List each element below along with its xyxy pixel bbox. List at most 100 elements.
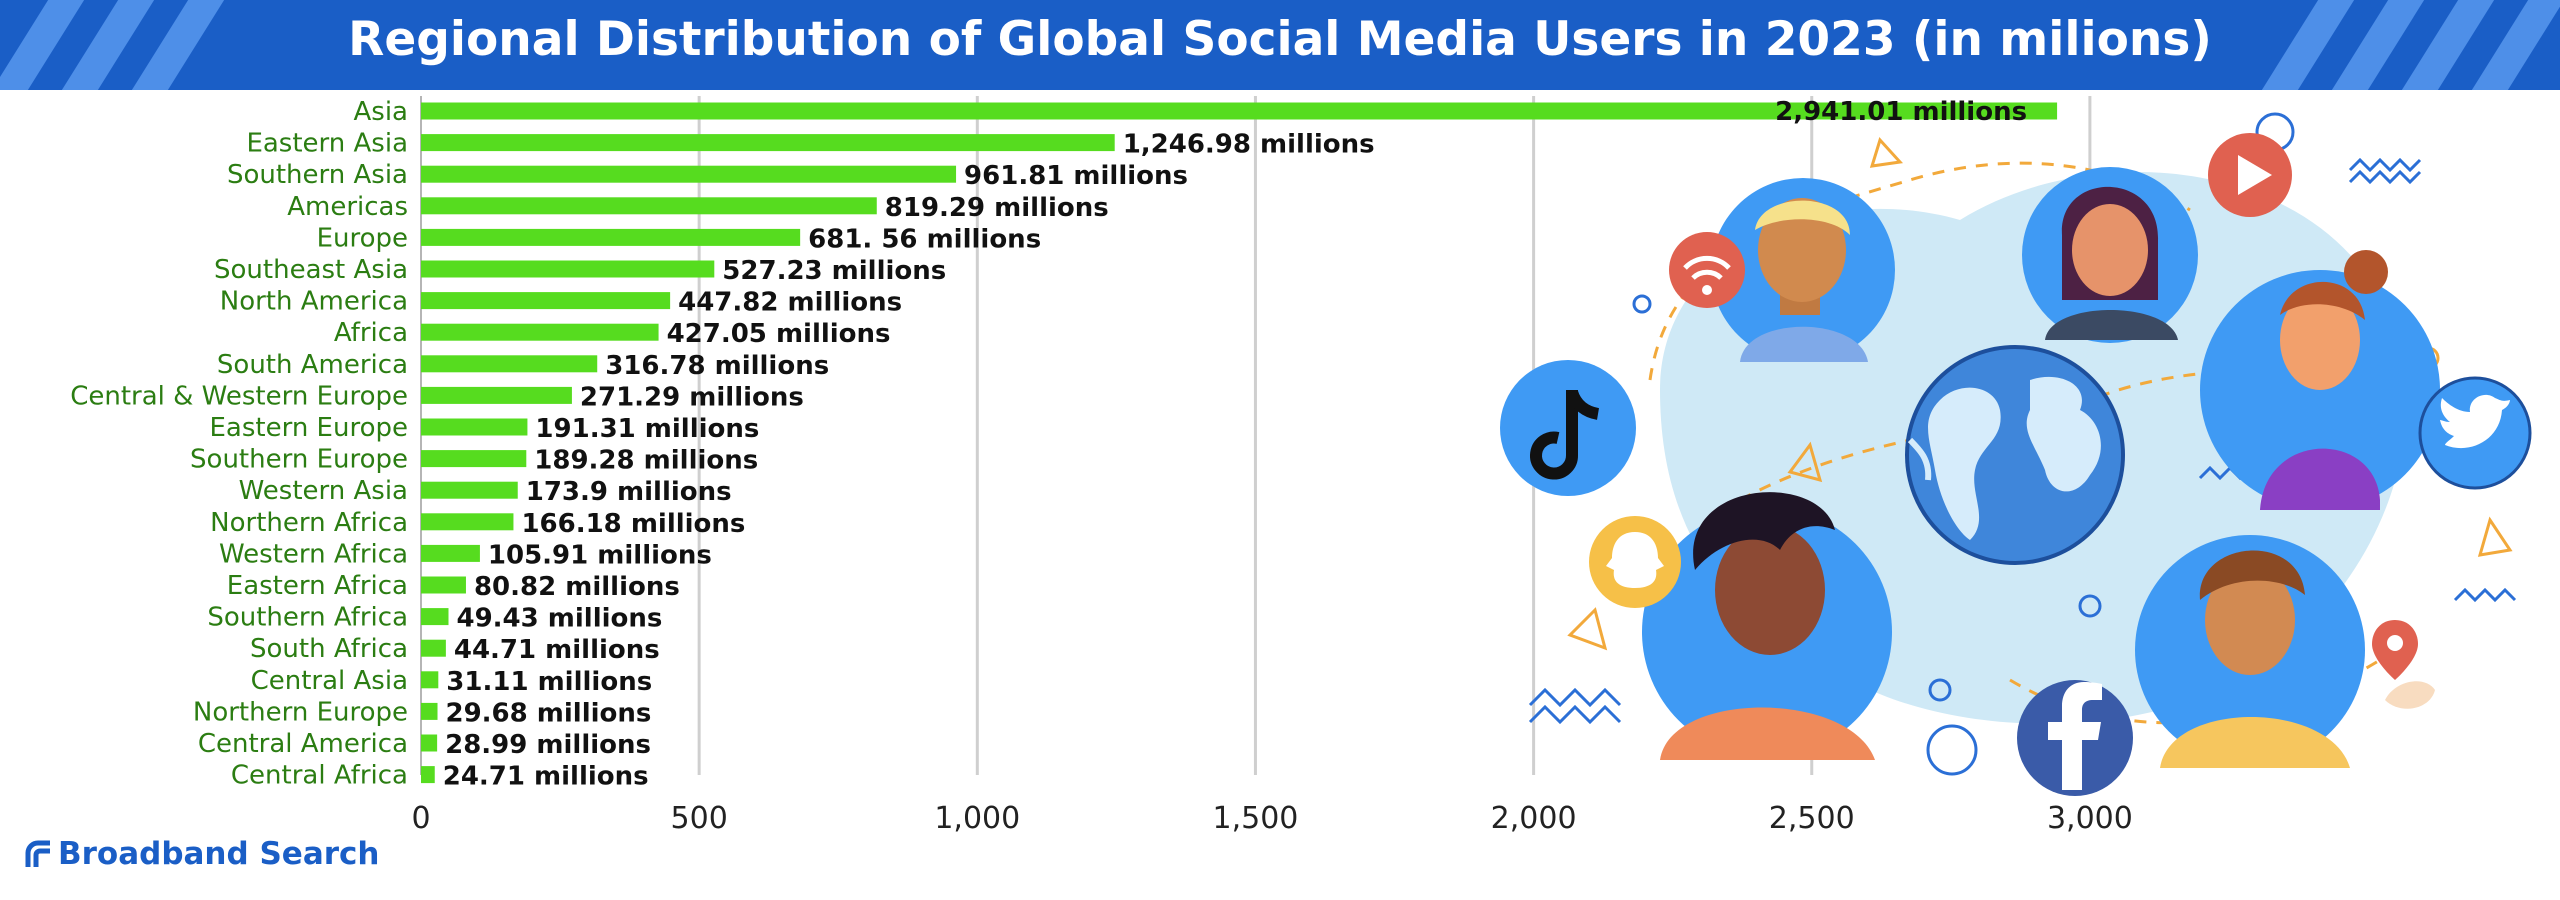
bar (421, 766, 435, 784)
bar (421, 450, 527, 468)
avatar-brown-hair-person (2135, 535, 2365, 768)
data-label: 271.29 millions (580, 382, 804, 412)
avatar-curly-hair-person (1642, 492, 1892, 760)
twitter-bird-icon (2418, 376, 2532, 490)
wifi-icon (1669, 232, 1745, 308)
x-tick-label: 1,500 (1213, 801, 1299, 836)
youtube-play-icon (2208, 133, 2292, 217)
data-label: 44.71 millions (454, 635, 660, 665)
x-tick-label: 2,500 (1769, 801, 1855, 836)
category-label: Eastern Europe (209, 413, 408, 443)
category-label: Northern Europe (193, 697, 408, 727)
header-banner: Regional Distribution of Global Social M… (0, 0, 2560, 90)
facebook-icon (2017, 680, 2133, 796)
bar (421, 102, 2058, 120)
data-label: 80.82 millions (474, 572, 680, 602)
bar (421, 608, 449, 626)
bar (421, 228, 801, 246)
chart-title: Regional Distribution of Global Social M… (348, 12, 2212, 67)
bar (421, 481, 518, 499)
data-label: 819.29 millions (885, 193, 1109, 223)
data-label: 447.82 millions (678, 288, 902, 318)
data-label: 105.91 millions (488, 540, 712, 570)
bar (421, 386, 572, 404)
category-label: Asia (354, 97, 409, 127)
bar (421, 355, 598, 373)
avatar-ponytail-person (2200, 250, 2440, 510)
data-label: 961.81 millions (964, 161, 1188, 191)
bar (421, 323, 659, 341)
category-label: Eastern Asia (246, 129, 408, 159)
category-label: South America (217, 350, 408, 380)
bar (421, 165, 957, 183)
category-label: Central America (198, 729, 408, 759)
data-label: 527.23 millions (722, 256, 946, 286)
triangle-decoration (1787, 441, 1823, 483)
x-tick-label: 3,000 (2047, 801, 2133, 836)
category-label: South Africa (250, 634, 408, 664)
x-tick-label: 1,000 (934, 801, 1020, 836)
snapchat-ghost-icon (1589, 516, 1681, 608)
zigzag-decoration (1528, 687, 1622, 708)
category-label: Americas (287, 192, 408, 222)
avatar-blond-person (1711, 178, 1895, 362)
bar (421, 513, 514, 531)
broadband-search-logo: Broadband Search (24, 832, 380, 876)
data-label: 316.78 millions (605, 351, 829, 381)
data-label: 427.05 millions (667, 319, 891, 349)
bar (421, 639, 446, 657)
data-label: 28.99 millions (445, 730, 651, 760)
category-label: Central Africa (231, 761, 408, 791)
bars (421, 102, 2058, 784)
data-label: 29.68 millions (446, 698, 652, 728)
triangle-decoration (1567, 607, 1608, 651)
circle-decoration (1926, 724, 1978, 776)
zigzag-decoration (2348, 157, 2422, 173)
bar (421, 671, 439, 689)
bar (421, 197, 877, 215)
data-label: 191.31 millions (535, 414, 759, 444)
category-label: Africa (334, 318, 408, 348)
broadband-logo-icon (25, 840, 50, 867)
category-label: Southern Africa (207, 603, 408, 633)
brand-name: Broadband Search (58, 836, 380, 872)
category-label: Western Africa (219, 539, 408, 569)
category-label: Northern Africa (210, 508, 408, 538)
location-pin-icon (2372, 620, 2435, 709)
bar (421, 702, 438, 720)
triangle-decoration (1869, 137, 1904, 168)
data-label: 49.43 millions (456, 604, 662, 634)
data-label: 173.9 millions (526, 477, 732, 507)
zigzag-decoration (2348, 169, 2422, 185)
x-axis-tick-labels: 0 500 1,000 1,500 2,000 2,500 3,000 (411, 801, 2132, 836)
category-label: Southern Asia (227, 160, 408, 190)
avatar-dark-hair-person (2022, 167, 2198, 343)
bar (421, 292, 671, 310)
x-tick-label: 500 (671, 801, 728, 836)
data-label: 166.18 millions (521, 509, 745, 539)
zigzag-decoration (2453, 587, 2517, 603)
data-label: 681. 56 millions (808, 224, 1041, 254)
data-label: 31.11 millions (446, 667, 652, 697)
x-tick-label: 0 (411, 801, 430, 836)
bar (421, 544, 480, 562)
circle-decoration (1632, 294, 1652, 314)
bar (421, 734, 438, 752)
social-media-illustration (1500, 112, 2532, 796)
category-label: Europe (317, 223, 408, 253)
data-label: 2,941.01 millions (1775, 97, 2027, 127)
zigzag-decoration (1528, 704, 1622, 725)
bar (421, 260, 715, 278)
category-label: Southeast Asia (214, 255, 408, 285)
x-tick-label: 2,000 (1491, 801, 1577, 836)
circle-decoration (2078, 594, 2102, 618)
category-label: Southern Europe (190, 445, 408, 475)
bar (421, 134, 1115, 152)
category-label: Eastern Africa (227, 571, 408, 601)
circle-decoration (1928, 678, 1952, 702)
data-label: 189.28 millions (534, 446, 758, 476)
tiktok-icon (1500, 360, 1636, 496)
category-label: Central Asia (251, 666, 408, 696)
